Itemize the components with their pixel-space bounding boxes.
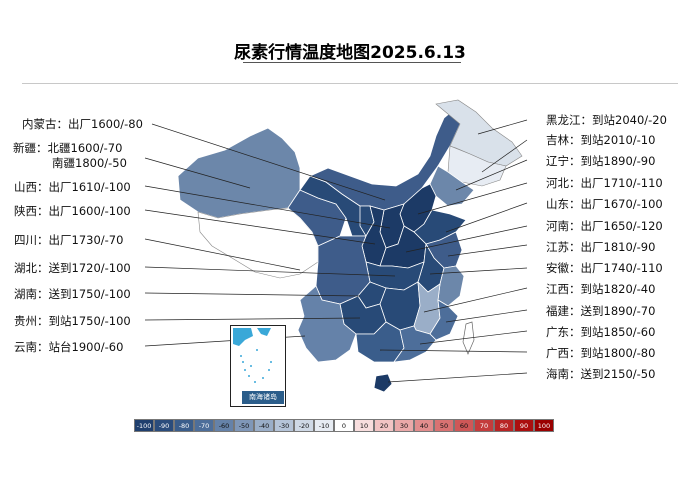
- legend-cell: -90: [154, 419, 174, 432]
- inset-map: [233, 328, 272, 383]
- label-hunan: 湖南：送到1750/-100: [14, 287, 131, 301]
- legend-cell: 50: [434, 419, 454, 432]
- legend-cell: 10: [354, 419, 374, 432]
- label-xinjiang-south: 南疆1800/-50: [52, 156, 127, 170]
- legend-cell: -70: [194, 419, 214, 432]
- legend-cell: -60: [214, 419, 234, 432]
- legend-cell: -80: [174, 419, 194, 432]
- region-hainan[interactable]: [373, 373, 393, 393]
- label-liaoning: 辽宁：到站1890/-90: [546, 154, 656, 168]
- label-jiangxi: 江西：到站1820/-40: [546, 282, 656, 296]
- inset-caption: 南海诸岛: [242, 391, 284, 404]
- label-jiangsu: 江苏：出厂1810/-90: [546, 240, 656, 254]
- label-neimenggu: 内蒙古：出厂1600/-80: [22, 117, 143, 131]
- label-guizhou: 贵州：到站1750/-100: [14, 314, 131, 328]
- legend-cell: 0: [334, 419, 354, 432]
- label-guangdong: 广东：到站1850/-60: [546, 325, 656, 339]
- legend-cell: 20: [374, 419, 394, 432]
- leader-lines-right: [379, 119, 528, 383]
- label-fujian: 福建：送到1890/-70: [546, 304, 656, 318]
- label-shaanxi: 陕西：出厂1600/-100: [14, 204, 131, 218]
- divider: [22, 83, 678, 84]
- region-fujian[interactable]: [429, 299, 459, 341]
- label-heilongjiang: 黑龙江：到站2040/-20: [546, 113, 667, 127]
- legend-cell: 60: [454, 419, 474, 432]
- label-jilin: 吉林：到站2010/-10: [546, 133, 656, 147]
- label-sichuan: 四川：出厂1730/-70: [14, 233, 124, 247]
- region-yunnan[interactable]: [297, 285, 357, 363]
- legend-cell: -30: [274, 419, 294, 432]
- legend-cell: -10: [314, 419, 334, 432]
- label-hubei: 湖北：送到1720/-100: [14, 261, 131, 275]
- map-title: 尿素行情温度地图2025.6.13: [234, 43, 466, 63]
- legend-cell: -100: [134, 419, 154, 432]
- label-anhui: 安徽：出厂1740/-110: [546, 261, 663, 275]
- label-guangxi: 广西：到站1800/-80: [546, 346, 656, 360]
- legend-cell: -20: [294, 419, 314, 432]
- color-legend: -100 -90 -80 -70 -60 -50 -40 -30 -20 -10 0 10 20 30 40…: [134, 419, 554, 432]
- legend-cell: 80: [494, 419, 514, 432]
- label-xinjiang-north: 新疆：北疆1600/-70: [13, 141, 123, 155]
- legend-cell: 90: [514, 419, 534, 432]
- label-shandong: 山东：出厂1670/-100: [546, 197, 663, 211]
- label-shanxi: 山西：出厂1610/-100: [14, 180, 131, 194]
- legend-cell: -40: [254, 419, 274, 432]
- legend-cell: 100: [534, 419, 554, 432]
- region-guangdong[interactable]: [393, 325, 437, 363]
- legend-cell: 70: [474, 419, 494, 432]
- title-underline: [243, 62, 461, 63]
- label-henan: 河南：出厂1650/-120: [546, 219, 663, 233]
- legend-cell: -50: [234, 419, 254, 432]
- legend-cell: 30: [394, 419, 414, 432]
- label-yunnan: 云南：站台1900/-60: [14, 340, 124, 354]
- label-hebei: 河北：出厂1710/-110: [546, 176, 663, 190]
- label-hainan: 海南：送到2150/-50: [546, 367, 656, 381]
- legend-cell: 40: [414, 419, 434, 432]
